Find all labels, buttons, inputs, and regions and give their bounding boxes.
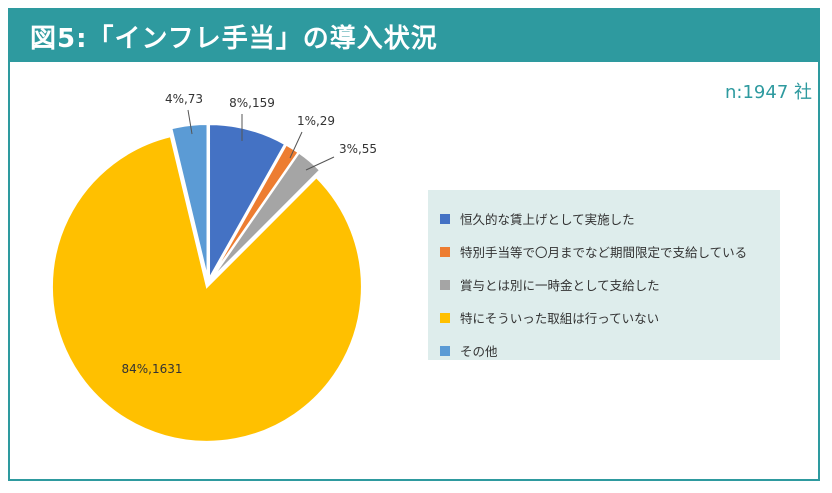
legend-swatch — [440, 312, 450, 323]
legend: 恒久的な賃上げとして実施した 特別手当等で〇月までなど期間限定で支給している 賞… — [428, 190, 780, 360]
leader-line — [289, 131, 303, 159]
data-label: 8%,159 — [229, 96, 275, 110]
pie-slice — [208, 123, 287, 283]
pie-slice — [209, 151, 322, 281]
data-label: 3%,55 — [339, 142, 377, 156]
legend-label: 賞与とは別に一時金として支給した — [460, 278, 660, 293]
legend-swatch — [440, 345, 450, 356]
legend-item: 恒久的な賃上げとして実施した — [440, 202, 780, 235]
data-label: 84%,1631 — [121, 362, 182, 376]
header-bar: 図5:「インフレ手当」の導入状況 — [8, 8, 820, 62]
legend-item: 特にそういった取組は行っていない — [440, 301, 780, 334]
legend-label: 特別手当等で〇月までなど期間限定で支給している — [460, 245, 748, 260]
legend-swatch — [440, 246, 450, 257]
data-label: 4%,73 — [165, 92, 203, 106]
legend-item: 賞与とは別に一時金として支給した — [440, 268, 780, 301]
leader-line — [305, 156, 335, 171]
pie-slice — [50, 134, 363, 443]
legend-swatch — [440, 213, 450, 224]
leader-line — [187, 109, 193, 135]
legend-swatch — [440, 279, 450, 290]
legend-item: 特別手当等で〇月までなど期間限定で支給している — [440, 235, 780, 268]
sample-size-note: n:1947 社 — [724, 82, 812, 103]
chart-title: 図5:「インフレ手当」の導入状況 — [30, 24, 438, 54]
legend-item: その他 — [440, 334, 780, 367]
legend-label: その他 — [460, 344, 498, 359]
pie-slice — [170, 123, 209, 280]
legend-label: 恒久的な賃上げとして実施した — [460, 212, 635, 227]
data-label: 1%,29 — [297, 114, 335, 128]
legend-label: 特にそういった取組は行っていない — [460, 311, 660, 326]
